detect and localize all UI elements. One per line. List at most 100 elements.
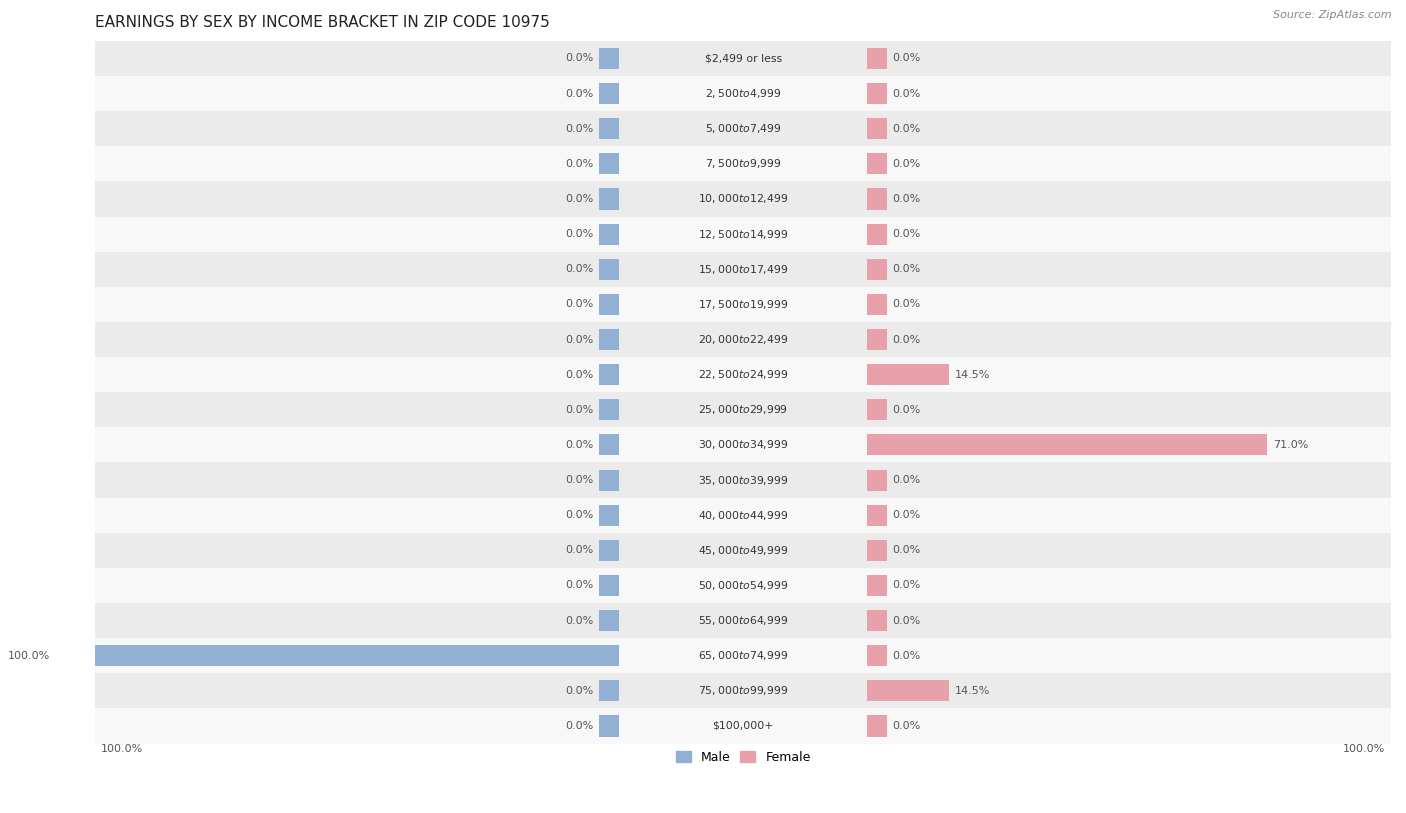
Bar <box>599 224 619 245</box>
Text: $75,000 to $99,999: $75,000 to $99,999 <box>697 685 789 698</box>
Bar <box>96 357 1391 392</box>
Text: Source: ZipAtlas.com: Source: ZipAtlas.com <box>1274 10 1392 20</box>
Text: $17,500 to $19,999: $17,500 to $19,999 <box>697 298 789 311</box>
Bar <box>96 216 1391 252</box>
Text: 0.0%: 0.0% <box>893 405 921 415</box>
Bar <box>599 83 619 104</box>
Text: $25,000 to $29,999: $25,000 to $29,999 <box>697 403 789 416</box>
Text: 0.0%: 0.0% <box>893 546 921 555</box>
Bar <box>96 428 1391 463</box>
Text: 100.0%: 100.0% <box>8 650 51 661</box>
Bar <box>868 118 887 139</box>
Text: 0.0%: 0.0% <box>893 721 921 731</box>
Bar <box>599 610 619 631</box>
Text: $100,000+: $100,000+ <box>713 721 773 731</box>
Bar <box>868 575 887 596</box>
Bar <box>96 603 1391 638</box>
Bar <box>868 329 887 350</box>
Bar <box>96 76 1391 111</box>
Bar <box>599 505 619 526</box>
Bar <box>868 646 887 667</box>
Text: 0.0%: 0.0% <box>893 54 921 63</box>
Text: 0.0%: 0.0% <box>893 580 921 590</box>
Bar <box>868 48 887 69</box>
Text: $2,499 or less: $2,499 or less <box>704 54 782 63</box>
Bar <box>599 118 619 139</box>
Text: 0.0%: 0.0% <box>565 194 593 204</box>
Text: 14.5%: 14.5% <box>955 686 990 696</box>
Text: $2,500 to $4,999: $2,500 to $4,999 <box>704 87 782 100</box>
Text: 0.0%: 0.0% <box>893 475 921 485</box>
Text: 0.0%: 0.0% <box>565 511 593 520</box>
Bar <box>868 610 887 631</box>
Text: 0.0%: 0.0% <box>565 721 593 731</box>
Bar <box>868 434 1267 455</box>
Bar <box>868 399 887 420</box>
Bar <box>868 293 887 315</box>
Bar <box>868 540 887 561</box>
Bar <box>599 434 619 455</box>
Legend: Male, Female: Male, Female <box>671 746 815 769</box>
Bar <box>599 680 619 702</box>
Bar <box>96 638 1391 673</box>
Bar <box>96 287 1391 322</box>
Text: $50,000 to $54,999: $50,000 to $54,999 <box>697 579 789 592</box>
Text: $22,500 to $24,999: $22,500 to $24,999 <box>697 368 789 381</box>
Text: 0.0%: 0.0% <box>565 124 593 133</box>
Bar <box>96 392 1391 428</box>
Text: 0.0%: 0.0% <box>565 405 593 415</box>
Text: EARNINGS BY SEX BY INCOME BRACKET IN ZIP CODE 10975: EARNINGS BY SEX BY INCOME BRACKET IN ZIP… <box>96 15 550 30</box>
Text: 0.0%: 0.0% <box>893 229 921 239</box>
Bar <box>599 470 619 490</box>
Bar <box>56 646 619 667</box>
Text: 0.0%: 0.0% <box>565 370 593 380</box>
Text: $10,000 to $12,499: $10,000 to $12,499 <box>697 193 789 206</box>
Text: $35,000 to $39,999: $35,000 to $39,999 <box>697 473 789 486</box>
Text: 0.0%: 0.0% <box>893 334 921 345</box>
Text: 0.0%: 0.0% <box>565 54 593 63</box>
Bar <box>96 533 1391 568</box>
Text: 0.0%: 0.0% <box>565 580 593 590</box>
Bar <box>96 498 1391 533</box>
Text: 0.0%: 0.0% <box>565 686 593 696</box>
Text: 14.5%: 14.5% <box>955 370 990 380</box>
Text: $5,000 to $7,499: $5,000 to $7,499 <box>704 122 782 135</box>
Text: 0.0%: 0.0% <box>893 299 921 310</box>
Text: $7,500 to $9,999: $7,500 to $9,999 <box>704 158 782 171</box>
Bar <box>96 673 1391 708</box>
Bar <box>868 154 887 175</box>
Text: 100.0%: 100.0% <box>1343 744 1385 754</box>
Bar <box>599 364 619 385</box>
Text: 0.0%: 0.0% <box>565 159 593 169</box>
Bar <box>96 463 1391 498</box>
Bar <box>599 154 619 175</box>
Bar <box>96 568 1391 603</box>
Text: $65,000 to $74,999: $65,000 to $74,999 <box>697 650 789 663</box>
Text: $12,500 to $14,999: $12,500 to $14,999 <box>697 228 789 241</box>
Bar <box>868 505 887 526</box>
Text: 0.0%: 0.0% <box>565 546 593 555</box>
Text: $40,000 to $44,999: $40,000 to $44,999 <box>697 509 789 522</box>
Text: 100.0%: 100.0% <box>101 744 143 754</box>
Bar <box>96 252 1391 287</box>
Bar <box>599 189 619 210</box>
Bar <box>599 540 619 561</box>
Bar <box>599 329 619 350</box>
Text: 0.0%: 0.0% <box>565 229 593 239</box>
Bar <box>868 470 887 490</box>
Bar <box>868 259 887 280</box>
Bar <box>868 83 887 104</box>
Bar <box>599 259 619 280</box>
Bar <box>96 146 1391 181</box>
Bar <box>599 293 619 315</box>
Text: 0.0%: 0.0% <box>565 440 593 450</box>
Bar <box>96 41 1391 76</box>
Bar <box>868 715 887 737</box>
Bar <box>96 111 1391 146</box>
Text: $15,000 to $17,499: $15,000 to $17,499 <box>697 263 789 276</box>
Text: 0.0%: 0.0% <box>565 89 593 98</box>
Text: $55,000 to $64,999: $55,000 to $64,999 <box>697 614 789 627</box>
Text: 71.0%: 71.0% <box>1272 440 1308 450</box>
Text: $30,000 to $34,999: $30,000 to $34,999 <box>697 438 789 451</box>
Text: 0.0%: 0.0% <box>565 264 593 274</box>
